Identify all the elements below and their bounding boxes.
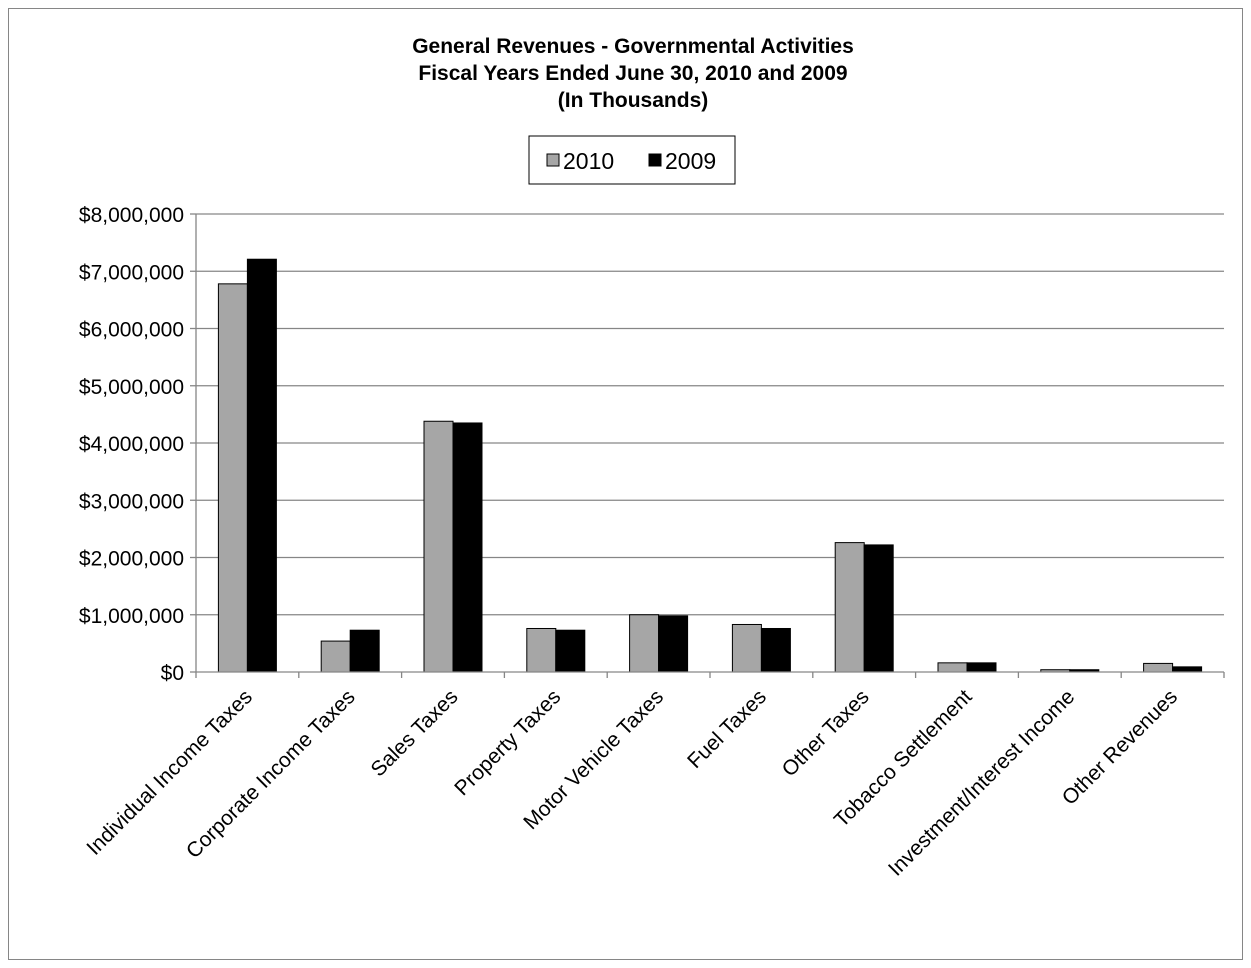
bar-2009-4 [658, 615, 689, 673]
x-category-label: Other Taxes [778, 685, 874, 781]
y-tick-label: $0 [161, 662, 184, 685]
y-axis-tick-labels: $0 $1,000,000 $2,000,000 $3,000,000 $4,000,0… [79, 204, 184, 685]
y-tick-label: $4,000,000 [79, 433, 184, 456]
y-tick-label: $8,000,000 [79, 204, 184, 227]
bar-2009-7 [966, 662, 997, 673]
legend-swatch-2010 [546, 153, 560, 167]
bar-2009-1 [349, 629, 380, 673]
bar-2009-2 [452, 422, 483, 673]
chart-subtitle-line-1: Fiscal Years Ended June 30, 2010 and 200… [418, 62, 847, 85]
gridlines [190, 213, 1224, 673]
bar-2010-6 [834, 542, 865, 673]
y-tick-label: $7,000,000 [79, 261, 184, 284]
x-axis [195, 214, 1225, 678]
y-tick-label: $6,000,000 [79, 319, 184, 342]
bar-2010-0 [217, 283, 248, 673]
x-category-label: Property Taxes [450, 685, 565, 800]
y-tick-label: $5,000,000 [79, 376, 184, 399]
bar-2009-3 [555, 629, 586, 673]
x-category-label: Corporate Income Taxes [182, 685, 360, 863]
bar-2009-6 [863, 544, 894, 673]
y-tick-label: $1,000,000 [79, 605, 184, 628]
bar-2010-1 [320, 640, 351, 673]
bar-2010-5 [731, 623, 762, 673]
bar-chart: General Revenues - Governmental Activiti… [79, 35, 1225, 881]
x-category-label: Fuel Taxes [683, 685, 771, 773]
chart-title: General Revenues - Governmental Activiti… [412, 35, 854, 58]
bar-2010-4 [629, 614, 660, 673]
legend-label-2010: 2010 [563, 148, 614, 174]
bar-2010-3 [526, 627, 557, 673]
chart-subtitle-line-2: (In Thousands) [558, 89, 709, 112]
legend: 2010 2009 [528, 135, 736, 185]
legend-swatch-2009 [648, 153, 662, 167]
bar-2010-7 [937, 662, 968, 673]
bar-2010-9 [1143, 662, 1174, 673]
x-category-label: Sales Taxes [366, 685, 462, 781]
x-category-label: Investment/Interest Income [884, 685, 1079, 880]
x-category-label: Individual Income Taxes [82, 685, 256, 859]
legend-box [528, 135, 736, 185]
bar-2010-2 [423, 420, 454, 673]
bar-2009-0 [246, 258, 277, 673]
bar-2009-9 [1172, 666, 1203, 673]
y-tick-label: $3,000,000 [79, 490, 184, 513]
legend-label-2009: 2009 [665, 148, 716, 174]
y-tick-label: $2,000,000 [79, 548, 184, 571]
chart-frame: General Revenues - Governmental Activiti… [8, 8, 1243, 960]
bars [217, 258, 1203, 673]
bar-2009-5 [760, 627, 791, 673]
